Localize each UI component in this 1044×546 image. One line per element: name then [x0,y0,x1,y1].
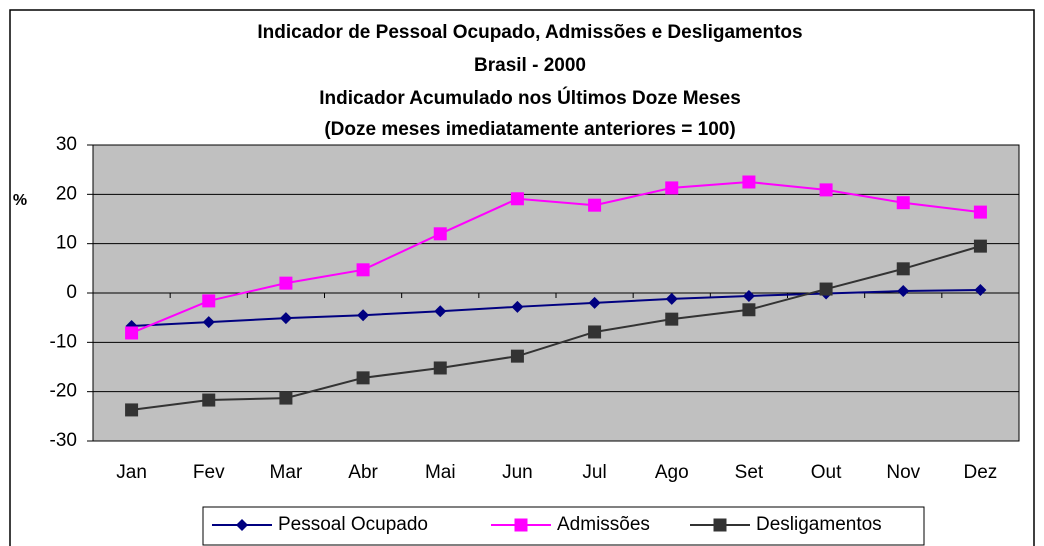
chart-title: Indicador de Pessoal Ocupado, Admissões … [257,22,802,43]
marker [236,519,248,531]
marker [665,181,679,195]
y-tick-label: -20 [50,381,77,402]
marker [896,196,910,210]
marker [434,305,447,318]
x-tick-label: Jan [116,462,147,483]
x-tick-label: Mar [270,462,303,483]
y-tick-label: -10 [50,331,77,352]
marker [279,312,292,325]
x-tick-label: Out [811,462,842,483]
chart-subtitle: Brasil - 2000 [474,55,586,76]
marker [202,316,215,329]
marker [510,192,524,206]
legend-label: Pessoal Ocupado [278,514,428,535]
marker [202,393,216,407]
x-tick-label: Jun [502,462,533,483]
marker [125,326,139,340]
y-tick-label: 0 [66,282,77,303]
marker [125,403,139,417]
marker [896,262,910,276]
marker [514,518,528,532]
x-tick-label: Ago [655,462,689,483]
x-tick-label: Mai [425,462,456,483]
marker [897,285,910,298]
y-tick-label: 30 [56,134,77,155]
marker [356,263,370,277]
x-tick-label: Fev [193,462,225,483]
marker [819,282,833,296]
marker [588,296,601,309]
marker [202,294,216,308]
marker [819,183,833,197]
chart-frame [9,9,1035,546]
y-axis-label: % [13,192,27,209]
marker [742,303,756,317]
y-tick-label: 20 [56,183,77,204]
legend-label: Admissões [557,514,650,535]
x-tick-label: Dez [964,462,998,483]
marker [713,518,727,532]
x-tick-label: Nov [886,462,920,483]
marker [510,349,524,363]
marker [433,361,447,375]
marker [742,175,756,189]
marker [742,289,755,302]
chart-subtitle: (Doze meses imediatamente anteriores = 1… [324,119,735,140]
series-line [131,245,981,411]
legend-label: Desligamentos [756,514,882,535]
series-line [131,180,981,334]
series-line [131,289,981,328]
marker [356,371,370,385]
marker [665,292,678,305]
marker [511,300,524,313]
marker [973,239,987,253]
x-tick-label: Set [735,462,764,483]
x-tick-label: Abr [348,462,378,483]
legend [202,506,925,546]
marker [279,391,293,405]
marker [973,205,987,219]
chart-subtitle: Indicador Acumulado nos Últimos Doze Mes… [319,87,741,109]
marker [588,198,602,212]
y-tick-label: 10 [56,233,77,254]
marker [974,284,987,297]
marker [279,276,293,290]
marker [665,312,679,326]
y-tick-label: -30 [50,430,77,451]
marker [357,309,370,322]
marker [433,227,447,241]
marker [588,325,602,339]
x-tick-label: Jul [582,462,606,483]
